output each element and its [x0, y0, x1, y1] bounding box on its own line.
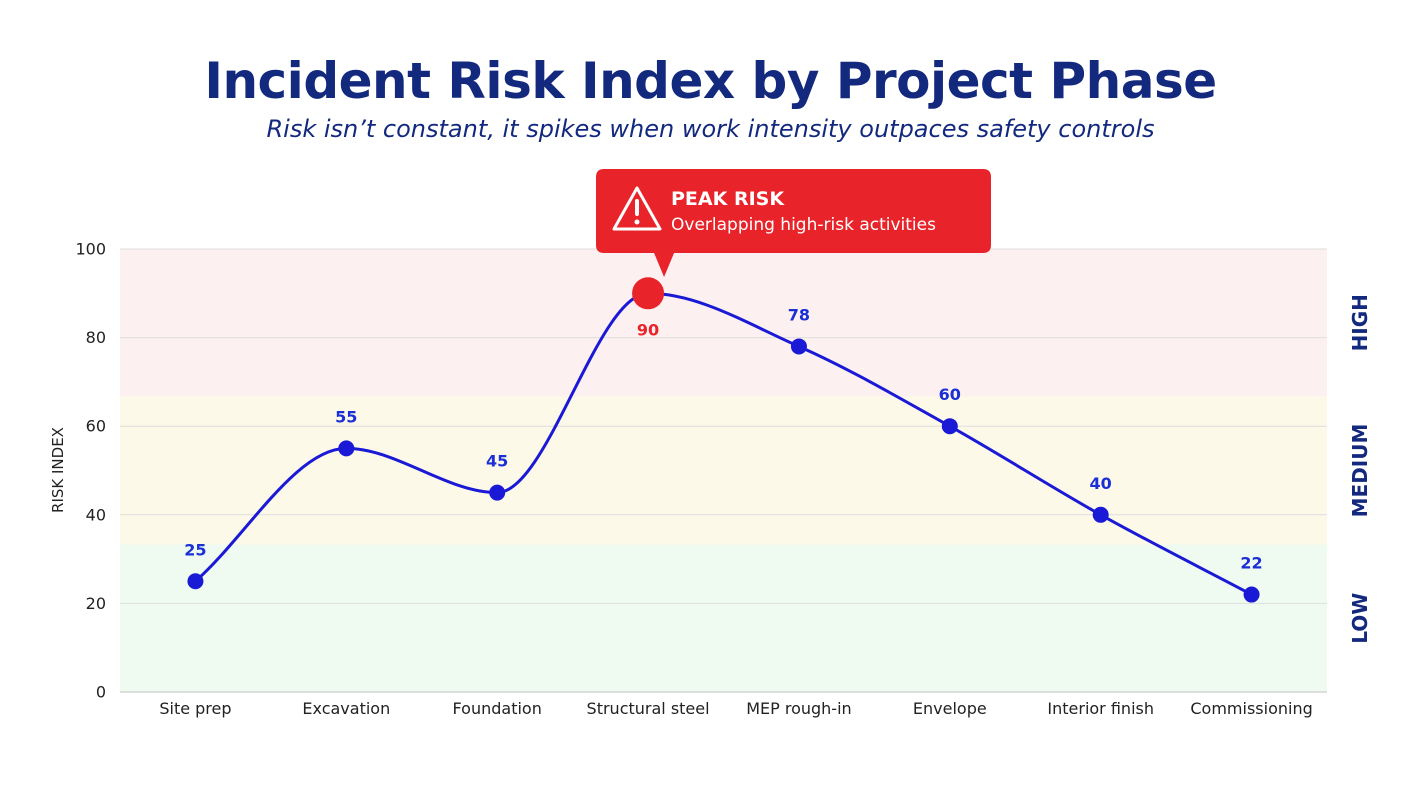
data-label: 60 — [939, 385, 961, 404]
x-tick-label: Structural steel — [587, 699, 710, 718]
x-tick-label: MEP rough-in — [746, 699, 851, 718]
y-tick-label: 80 — [86, 328, 106, 347]
data-point — [1243, 586, 1260, 603]
band-medium — [120, 396, 1327, 545]
band-high — [120, 249, 1327, 397]
y-axis-label: RISK INDEX — [49, 427, 67, 513]
band-low — [120, 544, 1327, 692]
x-tick-label: Commissioning — [1190, 699, 1312, 718]
data-label: 45 — [486, 452, 508, 471]
y-tick-label: 100 — [75, 240, 106, 259]
data-label: 55 — [335, 407, 357, 426]
warning-triangle-icon — [612, 186, 662, 231]
data-label: 40 — [1090, 474, 1112, 493]
peak-callout — [596, 169, 991, 277]
band-label-medium: MEDIUM — [1348, 424, 1372, 518]
y-tick-label: 40 — [86, 505, 106, 524]
series-line — [194, 291, 1253, 596]
data-point — [1092, 506, 1109, 523]
data-point — [941, 418, 958, 435]
data-label: 78 — [788, 305, 810, 324]
data-label: 90 — [637, 320, 659, 339]
warning-mark — [635, 199, 639, 216]
x-tick-label: Envelope — [913, 699, 987, 718]
callout-text: Overlapping high-risk activities — [671, 215, 936, 235]
x-tick-label: Excavation — [302, 699, 390, 718]
x-tick-label: Interior finish — [1047, 699, 1154, 718]
y-tick-label: 0 — [96, 683, 106, 702]
chart-title: Incident Risk Index by Project Phase — [204, 52, 1217, 110]
y-tick-label: 60 — [86, 417, 106, 436]
data-point — [338, 440, 355, 457]
callout-title: PEAK RISK — [671, 188, 785, 210]
data-point — [489, 484, 506, 501]
x-tick-label: Site prep — [159, 699, 231, 718]
data-label: 25 — [184, 540, 206, 559]
data-point — [187, 573, 204, 590]
y-tick-label: 20 — [86, 594, 106, 613]
x-tick-label: Foundation — [453, 699, 542, 718]
warning-dot — [634, 219, 640, 225]
data-label: 22 — [1240, 554, 1262, 573]
data-point — [790, 338, 807, 355]
peak-point — [632, 277, 665, 310]
band-label-low: LOW — [1348, 593, 1372, 644]
band-label-high: HIGH — [1348, 294, 1372, 351]
chart-subtitle: Risk isn’t constant, it spikes when work… — [266, 115, 1155, 143]
